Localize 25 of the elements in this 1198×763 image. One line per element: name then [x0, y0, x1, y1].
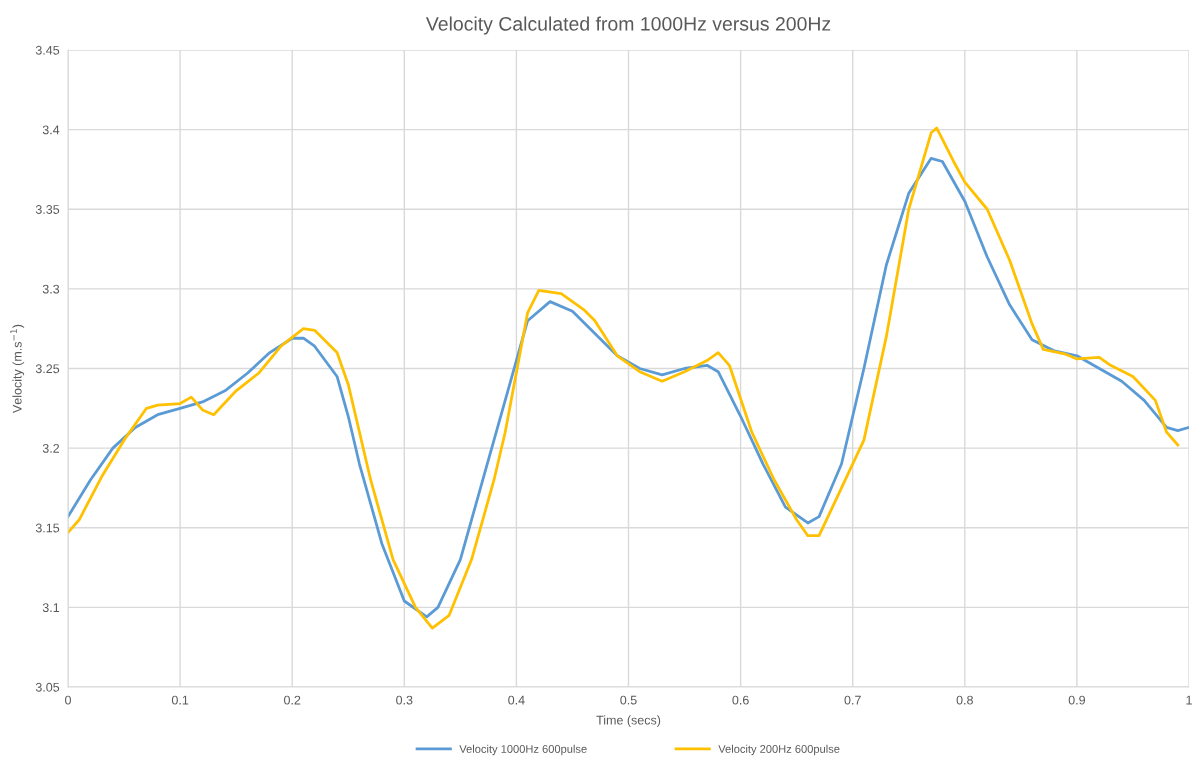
y-tick-label: 3.05 — [35, 682, 60, 692]
y-tick-label: 3.3 — [42, 284, 60, 294]
y-axis-title: Velocity (m.s$^{−1}$) — [10, 324, 25, 414]
y-tick-label: 3.35 — [35, 205, 60, 214]
x-tick-label: 1 — [1186, 695, 1192, 705]
x-tick-label: 0.7 — [844, 695, 861, 705]
x-tick-label: 0.1 — [171, 695, 189, 705]
x-tick-label: 0.8 — [956, 695, 973, 705]
y-tick-label: 3.15 — [35, 523, 60, 533]
x-tick-label: 0.4 — [508, 695, 525, 705]
x-tick-label: 0.2 — [284, 695, 301, 705]
x-tick-label: 0.5 — [620, 695, 637, 705]
x-tick-label: 0.9 — [1068, 695, 1085, 705]
y-tick-label: 3.25 — [35, 364, 60, 374]
legend-label: Velocity 200Hz 600pulse — [718, 744, 840, 756]
y-tick-label: 3.45 — [35, 45, 60, 55]
x-axis-title: Time (secs) — [596, 715, 661, 727]
x-tick-label: 0.6 — [732, 695, 749, 705]
x-tick-label: 0.3 — [396, 695, 413, 705]
legend-label: Velocity 1000Hz 600pulse — [459, 744, 587, 756]
y-tick-label: 3.2 — [42, 443, 60, 453]
y-tick-label: 3.4 — [42, 125, 60, 135]
chart-title: Velocity Calculated from 1000Hz versus 200Hz — [425, 16, 831, 35]
y-tick-label: 3.1 — [42, 603, 60, 613]
x-tick-label: 0 — [65, 695, 71, 705]
